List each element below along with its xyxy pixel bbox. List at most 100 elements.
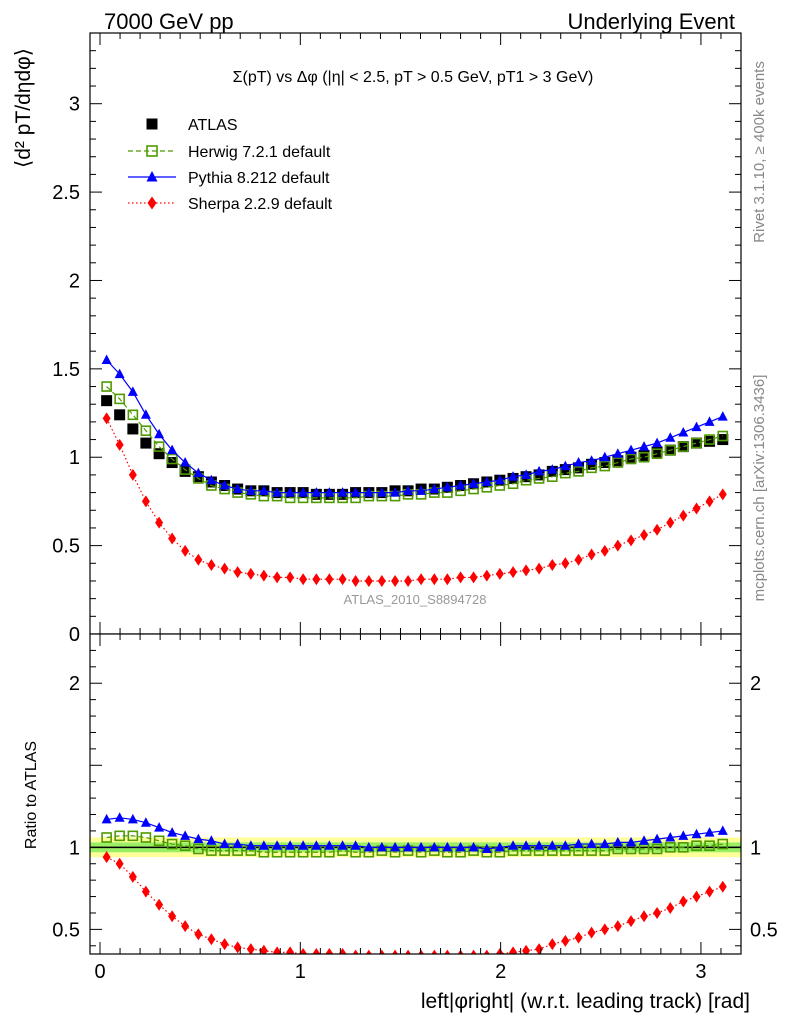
legend-label-herwig-7-2-1-default: Herwig 7.2.1 default xyxy=(188,144,331,161)
point-sherpa-2-2-9-default xyxy=(128,468,137,481)
point-sherpa-2-2-9-default xyxy=(181,544,190,557)
ratio-point-pythia-8-212-default xyxy=(101,813,112,824)
ratio-point-pythia-8-212-default xyxy=(206,835,217,845)
header-left: 7000 GeV pp xyxy=(104,9,234,34)
ratio-y-tick-label: 0.5 xyxy=(52,919,80,941)
ratio-point-sherpa-2-2-9-default xyxy=(718,880,727,893)
ratio-point-pythia-8-212-default xyxy=(534,840,545,850)
ratio-point-herwig-7-2-1-default xyxy=(651,843,663,855)
point-sherpa-2-2-9-default xyxy=(299,573,308,586)
point-pythia-8-212-default xyxy=(114,368,125,379)
ratio-point-sherpa-2-2-9-default xyxy=(470,949,477,954)
point-atlas xyxy=(153,448,165,460)
ratio-y-axis-label: Ratio to ATLAS xyxy=(23,741,40,849)
point-pythia-8-212-default xyxy=(324,487,335,497)
point-pythia-8-212-default xyxy=(337,487,348,497)
point-pythia-8-212-default xyxy=(245,485,256,495)
point-pythia-8-212-default xyxy=(626,444,637,455)
point-atlas xyxy=(677,441,689,453)
point-sherpa-2-2-9-default xyxy=(522,564,531,577)
point-pythia-8-212-default xyxy=(350,487,361,497)
point-pythia-8-212-default xyxy=(639,441,650,451)
point-sherpa-2-2-9-default xyxy=(692,502,701,515)
ratio-y-tick-label-right: 0.5 xyxy=(750,919,778,941)
point-sherpa-2-2-9-default xyxy=(364,574,373,587)
ratio-point-pythia-8-212-default xyxy=(180,830,191,840)
rivet-label: Rivet 3.1.10, ≥ 400k events xyxy=(751,61,768,243)
ratio-point-pythia-8-212-default xyxy=(403,841,414,852)
ratio-point-pythia-8-212-default xyxy=(114,812,125,822)
point-pythia-8-212-default xyxy=(429,483,440,494)
point-pythia-8-212-default xyxy=(508,471,519,481)
point-pythia-8-212-default xyxy=(652,437,663,448)
point-pythia-8-212-default xyxy=(140,409,151,419)
ratio-point-sherpa-2-2-9-default xyxy=(574,931,583,944)
point-sherpa-2-2-9-default xyxy=(495,567,504,580)
ratio-point-sherpa-2-2-9-default xyxy=(365,949,372,954)
ratio-point-pythia-8-212-default xyxy=(586,838,597,849)
main-y-tick-label: 2.5 xyxy=(52,182,80,204)
ratio-point-sherpa-2-2-9-default xyxy=(509,946,518,954)
x-tick-label: 1 xyxy=(295,961,306,983)
point-atlas xyxy=(101,395,113,407)
point-sherpa-2-2-9-default xyxy=(404,574,413,587)
ratio-point-sherpa-2-2-9-default xyxy=(600,923,609,936)
ratio-point-pythia-8-212-default xyxy=(219,838,230,849)
main-y-tick-label: 1 xyxy=(69,447,80,469)
main-y-tick-label: 3 xyxy=(69,94,80,116)
point-pythia-8-212-default xyxy=(298,487,309,497)
ratio-point-sherpa-2-2-9-default xyxy=(141,885,150,898)
ratio-point-sherpa-2-2-9-default xyxy=(705,885,714,898)
point-pythia-8-212-default xyxy=(704,416,715,426)
point-sherpa-2-2-9-default xyxy=(155,516,164,529)
point-atlas xyxy=(114,409,126,421)
point-pythia-8-212-default xyxy=(167,444,178,455)
ratio-point-sherpa-2-2-9-default xyxy=(495,948,504,954)
x-tick-label: 2 xyxy=(495,961,506,983)
ratio-point-sherpa-2-2-9-default xyxy=(561,934,570,947)
point-pythia-8-212-default xyxy=(285,487,296,497)
main-y-tick-label: 0.5 xyxy=(52,536,80,558)
ratio-point-sherpa-2-2-9-default xyxy=(627,915,636,928)
point-sherpa-2-2-9-default xyxy=(509,566,518,579)
point-atlas xyxy=(599,457,611,469)
point-pythia-8-212-default xyxy=(272,487,283,497)
point-pythia-8-212-default xyxy=(127,386,138,396)
point-pythia-8-212-default xyxy=(481,476,492,486)
ratio-point-sherpa-2-2-9-default xyxy=(220,938,229,951)
point-sherpa-2-2-9-default xyxy=(325,573,334,586)
ratio-point-sherpa-2-2-9-default xyxy=(181,920,190,933)
point-pythia-8-212-default xyxy=(416,485,427,495)
point-atlas xyxy=(140,437,152,449)
point-sherpa-2-2-9-default xyxy=(587,548,596,561)
ratio-point-pythia-8-212-default xyxy=(639,835,650,845)
ratio-point-herwig-7-2-1-default xyxy=(704,840,715,851)
point-herwig-7-2-1-default xyxy=(625,453,637,465)
ratio-point-herwig-7-2-1-default xyxy=(691,840,702,851)
point-herwig-7-2-1-default xyxy=(573,466,584,477)
point-sherpa-2-2-9-default xyxy=(194,553,203,566)
point-herwig-7-2-1-default xyxy=(651,448,663,460)
point-sherpa-2-2-9-default xyxy=(286,571,295,584)
ratio-point-sherpa-2-2-9-default xyxy=(155,898,164,911)
x-tick-label: 0 xyxy=(94,961,105,983)
ratio-series-line-herwig-7-2-1-default xyxy=(106,835,723,853)
ratio-point-pythia-8-212-default xyxy=(704,827,715,837)
ratio-series-pythia-8-212-default xyxy=(101,812,728,853)
point-pythia-8-212-default xyxy=(180,457,191,467)
ratio-point-herwig-7-2-1-default xyxy=(664,842,676,853)
point-atlas xyxy=(179,465,191,477)
ratio-point-pythia-8-212-default xyxy=(337,840,348,850)
legend-label-atlas: ATLAS xyxy=(188,117,238,134)
point-pythia-8-212-default xyxy=(219,480,230,490)
point-atlas xyxy=(717,434,729,446)
point-pythia-8-212-default xyxy=(311,487,322,497)
ratio-point-pythia-8-212-default xyxy=(298,840,309,850)
point-pythia-8-212-default xyxy=(494,474,505,485)
point-sherpa-2-2-9-default xyxy=(102,412,111,425)
ratio-point-sherpa-2-2-9-default xyxy=(444,949,451,954)
ratio-point-pythia-8-212-default xyxy=(455,841,466,852)
ratio-point-sherpa-2-2-9-default xyxy=(115,857,124,870)
ratio-point-sherpa-2-2-9-default xyxy=(613,920,622,933)
legend-marker-pythia-8-212-default xyxy=(146,171,158,182)
